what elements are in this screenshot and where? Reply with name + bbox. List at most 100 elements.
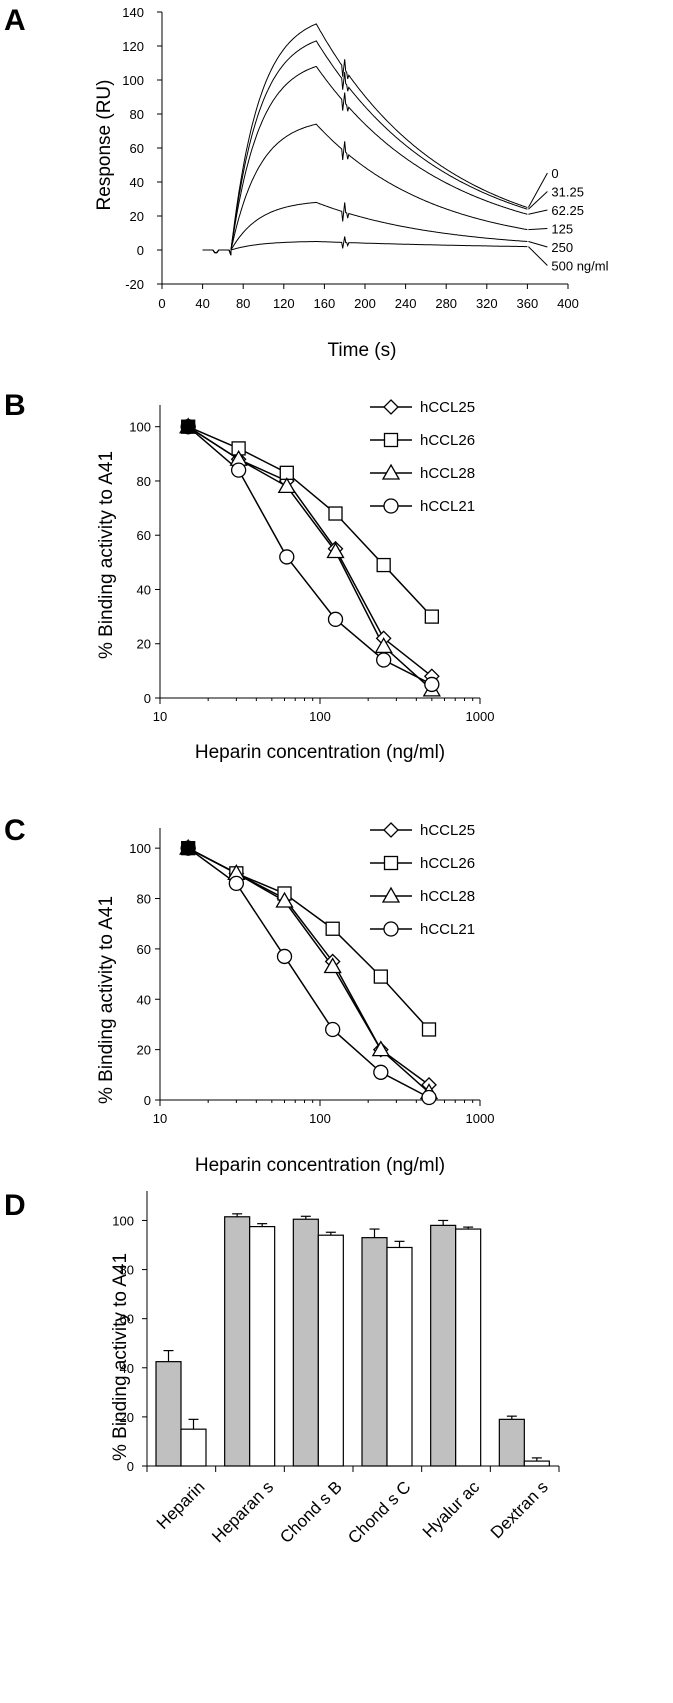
- y-tick-label-c: 20: [137, 1043, 151, 1058]
- x-tick-label-a: 160: [314, 296, 336, 311]
- y-tick-label-a: 60: [130, 141, 144, 156]
- bar-chond-s-b-gray: [292, 1218, 319, 1467]
- data-point-diamond: [383, 399, 399, 415]
- y-tick-label-c: 0: [144, 1093, 151, 1108]
- legend-label-c: hCCL25: [420, 822, 475, 839]
- y-tick-label-d: 80: [120, 1263, 134, 1278]
- legend-label-b: hCCL21: [420, 498, 475, 515]
- data-point-triangle: [326, 542, 345, 559]
- y-tick-label-d: 40: [120, 1361, 134, 1376]
- y-tick-label-a: 40: [130, 175, 144, 190]
- x-tick-label-b: 1000: [466, 709, 495, 724]
- x-tick-label-a: 0: [158, 296, 165, 311]
- bar-heparin-white: [180, 1428, 207, 1467]
- y-tick-label-a: 120: [122, 39, 144, 54]
- panel-letter-b: B: [4, 389, 26, 422]
- y-tick-label-c: 60: [137, 942, 151, 957]
- series-label-leader-a: [528, 209, 548, 215]
- data-point-circle: [383, 921, 399, 937]
- series-line-hCCL21: [187, 847, 430, 1099]
- y-tick-label-d: 100: [112, 1213, 134, 1228]
- x-tick-label-a: 400: [557, 296, 579, 311]
- y-tick-label-a: 80: [130, 107, 144, 122]
- series-line-hCCL26: [187, 426, 433, 618]
- axes-d: 0 20 40 60 80 100: [112, 1191, 560, 1474]
- data-point-circle: [325, 1021, 341, 1038]
- data-point-circle: [421, 1089, 437, 1106]
- data-point-square: [383, 855, 399, 871]
- data-point-circle: [383, 498, 399, 514]
- data-point-circle: [180, 840, 196, 856]
- data-point-square: [325, 921, 340, 936]
- data-point-circle: [424, 676, 440, 693]
- series-label-leader-a: [528, 191, 548, 210]
- legend-label-c: hCCL26: [420, 855, 475, 872]
- response-curve-2: [202, 65, 528, 256]
- y-tick-label-a: -20: [125, 277, 144, 292]
- y-tick-label-b: 20: [137, 637, 151, 652]
- x-tick-label-b: 100: [309, 709, 331, 724]
- data-point-circle: [228, 875, 244, 892]
- data-point-square: [328, 506, 343, 521]
- data-point-circle: [376, 652, 392, 668]
- axes-a: 0 40 80 120 160 200 240 280 320 360 400 -20 0 20 40 60 8…: [122, 5, 579, 311]
- legend-label-b: hCCL28: [420, 465, 475, 482]
- series-label-a: 62.25: [551, 203, 584, 218]
- axes-b: 10 100 1000 0 20 40 60 80 100: [129, 405, 494, 724]
- data-point-circle: [276, 948, 293, 965]
- series-label-leader-a: [528, 241, 548, 248]
- series-line-hCCL28: [187, 847, 430, 1094]
- data-point-triangle: [381, 463, 401, 480]
- panel-letter-d: D: [4, 1189, 26, 1222]
- category-label: Dextran s: [487, 1477, 552, 1542]
- data-point-triangle: [381, 886, 401, 903]
- x-tick-label-a: 80: [236, 296, 250, 311]
- x-tick-label-c: 10: [153, 1111, 167, 1126]
- y-tick-label-c: 80: [137, 892, 151, 907]
- data-point-square: [421, 1022, 437, 1037]
- y-tick-label-b: 0: [144, 691, 151, 706]
- x-tick-label-a: 200: [354, 296, 376, 311]
- data-point-triangle: [371, 1040, 390, 1057]
- series-group-b: [179, 417, 441, 697]
- legend-label-c: hCCL21: [420, 921, 475, 938]
- x-tick-label-a: 40: [195, 296, 209, 311]
- bar-heparan-s-white: [249, 1226, 276, 1467]
- series-line-hCCL21: [187, 426, 433, 686]
- data-point-circle: [373, 1064, 389, 1080]
- y-tick-label-d: 60: [120, 1312, 134, 1327]
- response-curve-5: [202, 236, 528, 256]
- y-tick-label-c: 100: [129, 841, 151, 856]
- bar-hyalur-ac-white: [455, 1228, 482, 1467]
- series-line-hCCL25: [187, 426, 433, 677]
- legend-c: hCCL25 hCCL26 hCCL28 hCCL21: [370, 822, 475, 938]
- bar-hyalur-ac-gray: [430, 1224, 457, 1467]
- series-labels-a: 0 31.25 62.25 125 250 500 ng/ml: [527, 166, 609, 274]
- bars-group-d: [155, 1213, 550, 1467]
- y-axis-title-a: Response (RU): [94, 80, 115, 211]
- series-label-a: 125: [551, 222, 573, 237]
- data-point-circle: [279, 549, 295, 565]
- category-label: Heparin: [153, 1477, 209, 1533]
- panel-letter-c: C: [4, 814, 26, 847]
- response-curve-3: [202, 123, 528, 256]
- x-axis-title-a: Time (s): [328, 340, 397, 361]
- series-group-c: [179, 838, 439, 1106]
- series-label-a: 250: [551, 240, 573, 255]
- series-label-a: 31.25: [551, 185, 584, 200]
- data-point-triangle: [277, 477, 296, 494]
- x-tick-label-c: 1000: [466, 1111, 495, 1126]
- y-tick-label-a: 100: [122, 73, 144, 88]
- panel-a-chart: A 0 40 80 120 160 200 240 280 320 360 400 -20 0 20 40 6…: [4, 4, 609, 361]
- y-tick-label-b: 40: [137, 582, 151, 597]
- category-label: Chond s B: [276, 1477, 346, 1547]
- series-label-a: 500 ng/ml: [551, 259, 608, 274]
- x-axis-title-c: Heparin concentration (ng/ml): [195, 1155, 445, 1176]
- y-axis-title-c: % Binding activity to A41: [96, 896, 117, 1104]
- series-line-hCCL25: [187, 847, 430, 1086]
- category-label: Hyalur ac: [419, 1477, 484, 1542]
- y-tick-label-a: 20: [130, 209, 144, 224]
